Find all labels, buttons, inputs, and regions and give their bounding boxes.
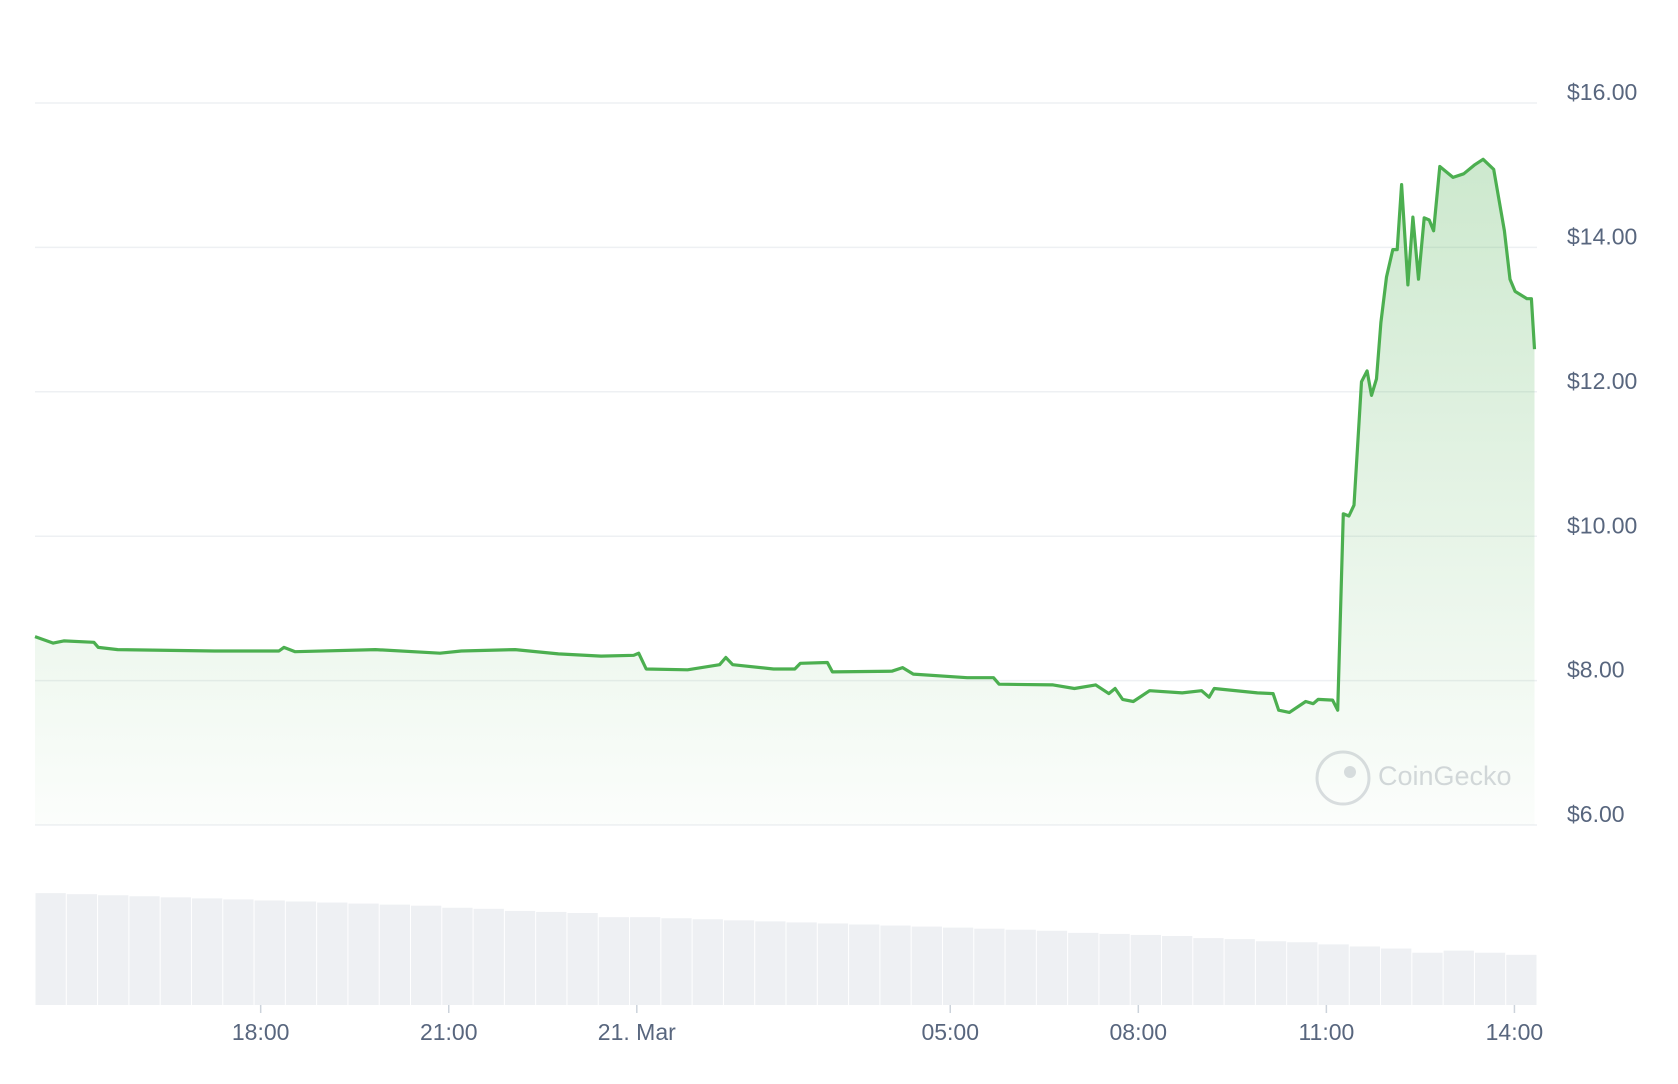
volume-bar — [504, 910, 536, 1005]
y-tick-label: $16.00 — [1567, 79, 1637, 105]
y-tick-label: $8.00 — [1567, 657, 1625, 683]
volume-bar — [942, 927, 974, 1005]
volume-bar — [1130, 934, 1161, 1005]
x-tick-label: 08:00 — [1110, 1019, 1168, 1045]
volume-bar — [1068, 932, 1099, 1005]
volume-bar — [66, 894, 98, 1005]
volume-bar — [348, 903, 379, 1005]
volume-bar — [692, 919, 723, 1005]
volume-bar — [1318, 944, 1349, 1005]
watermark: CoinGecko — [1315, 750, 1512, 806]
volume-bar — [661, 918, 692, 1005]
x-tick-label: 18:00 — [232, 1019, 290, 1045]
volume-bar — [285, 901, 317, 1005]
volume-bar — [1287, 942, 1318, 1005]
y-tick-label: $6.00 — [1567, 801, 1625, 827]
y-tick-label: $10.00 — [1567, 512, 1637, 538]
y-tick-label: $12.00 — [1567, 368, 1637, 394]
volume-bar — [379, 904, 410, 1005]
price-line — [34, 157, 1537, 714]
volume-bar — [160, 897, 191, 1005]
volume-bar — [191, 898, 223, 1005]
volume-bar — [35, 893, 66, 1005]
volume-bar — [1036, 930, 1068, 1005]
volume-bar — [786, 922, 817, 1005]
watermark-text: CoinGecko — [1378, 761, 1512, 791]
volume-bar — [723, 920, 755, 1005]
x-tick-label: 21. Mar — [598, 1019, 676, 1045]
volume-bar — [129, 896, 160, 1005]
volume-bar — [598, 917, 630, 1005]
x-tick-label: 11:00 — [1298, 1019, 1354, 1045]
volume-bar — [1162, 936, 1193, 1005]
volume-bar — [755, 921, 786, 1005]
watermark-eye — [1344, 766, 1356, 778]
volume-bar — [536, 911, 567, 1005]
volume-bar — [630, 917, 661, 1005]
volume-bar — [1412, 952, 1443, 1005]
volume-bar — [1349, 946, 1381, 1005]
volume-bar — [98, 895, 129, 1005]
x-tick-label: 21:00 — [420, 1019, 478, 1045]
volume-bar — [1099, 933, 1130, 1005]
volume-bar — [1381, 948, 1412, 1005]
volume-bar — [1255, 941, 1287, 1005]
y-tick-label: $14.00 — [1567, 223, 1637, 249]
volume-bar — [880, 925, 911, 1005]
volume-bar — [223, 899, 254, 1005]
volume-bar — [317, 902, 348, 1005]
volume-bar — [974, 928, 1005, 1005]
volume-bar — [849, 924, 880, 1005]
volume-bar — [442, 907, 473, 1005]
volume-bar — [1193, 938, 1224, 1005]
volume-bar — [411, 905, 442, 1005]
volume-bar — [1005, 929, 1036, 1005]
volume-bar — [1224, 939, 1255, 1005]
volume-bar — [817, 923, 849, 1005]
volume-bar — [1474, 952, 1506, 1005]
volume-bar — [254, 900, 285, 1005]
volume-bar — [1506, 954, 1537, 1005]
volume-bar — [567, 913, 598, 1005]
watermark-logo — [1315, 750, 1371, 806]
x-tick-label: 05:00 — [921, 1019, 979, 1045]
volume-bar — [1443, 950, 1474, 1005]
volume-bar — [473, 908, 504, 1005]
volume-bar — [911, 926, 942, 1005]
area-fill — [35, 159, 1535, 826]
x-tick-label: 14:00 — [1486, 1019, 1544, 1045]
